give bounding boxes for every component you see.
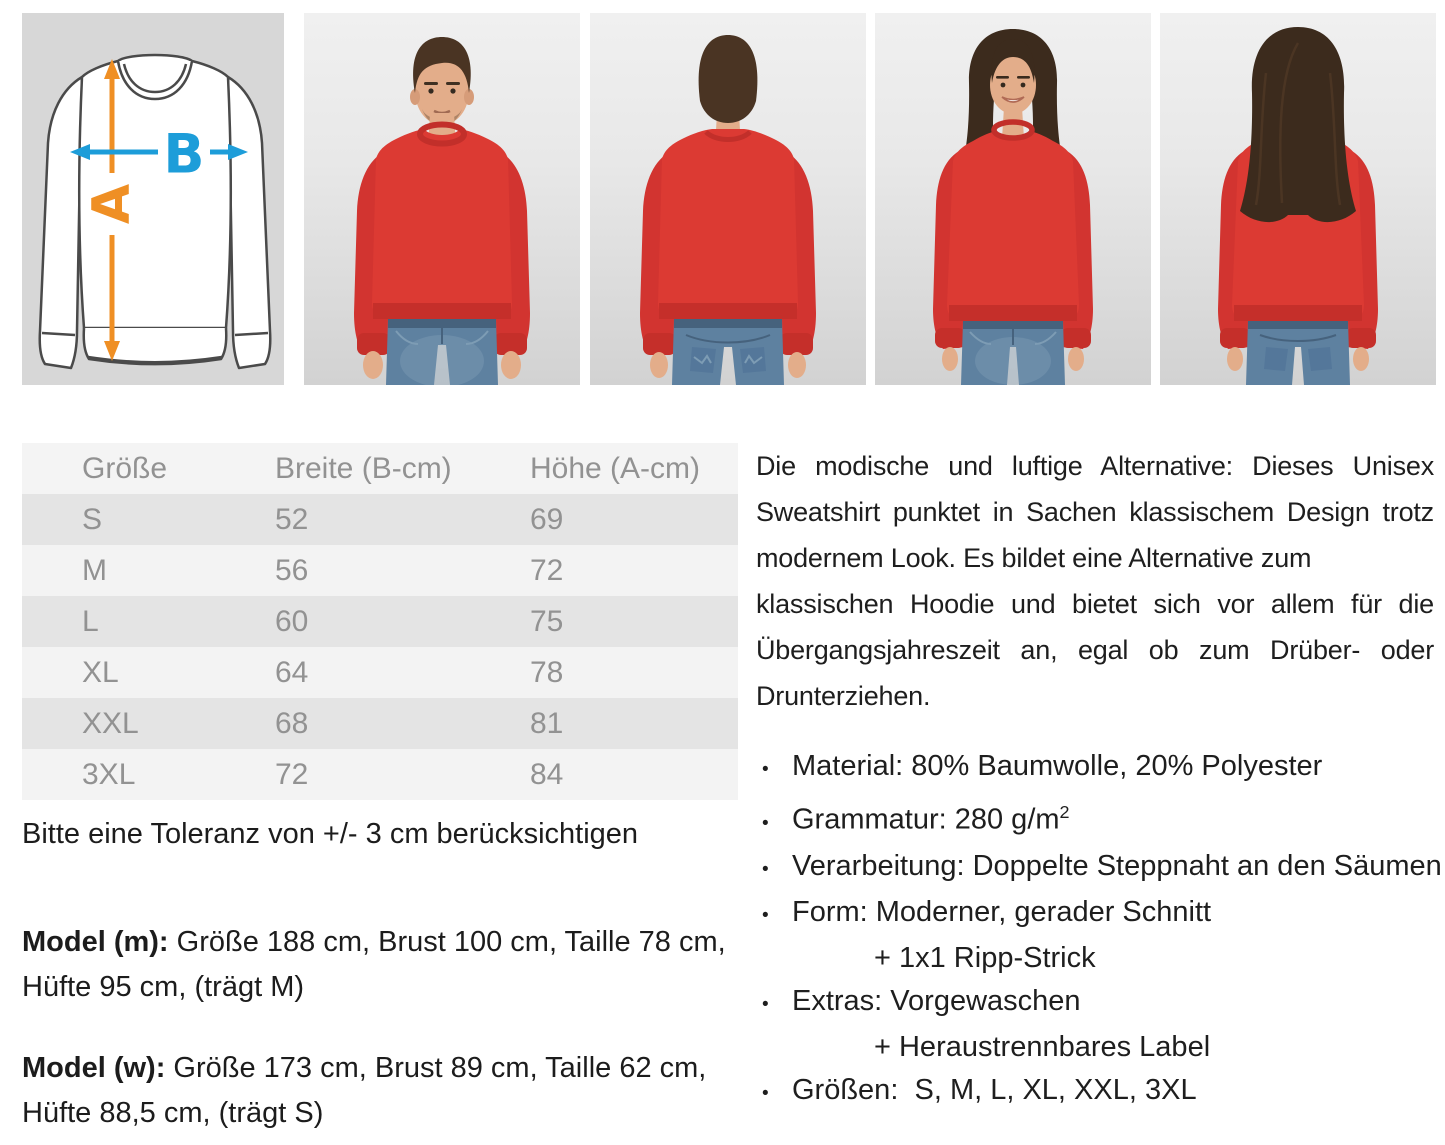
width-cell: 56: [275, 553, 309, 587]
size-row-xxl: XXL 68 81: [22, 698, 738, 749]
model-m-label: Model (m):: [22, 926, 169, 958]
product-photo-man-front: [304, 13, 580, 385]
spec-text: Form: Moderner, gerader Schnitt: [792, 895, 1212, 928]
bullet-icon: •: [762, 1082, 769, 1104]
width-cell: 64: [275, 655, 309, 689]
spec-item-verarbeitung: • Verarbeitung: Doppelte Steppnaht an de…: [756, 845, 1442, 891]
size-row-m: M 56 72: [22, 545, 738, 596]
spec-text: Größen: S, M, L, XL, XXL, 3XL: [792, 1073, 1197, 1106]
spec-item-grammatur: • Grammatur: 280 g/m2: [756, 791, 1434, 845]
spec-item-extras: • Extras: Vorgewaschen: [756, 980, 1434, 1026]
description-line: modernem Look. Es bildet eine Alternativ…: [756, 543, 1312, 573]
spec-item-form-extra: + 1x1 Ripp-Strick: [874, 941, 1096, 974]
tolerance-note: Bitte eine Toleranz von +/- 3 cm berücks…: [22, 818, 639, 850]
spec-text: Material: 80% Baumwolle, 20% Polyester: [792, 750, 1323, 782]
model-m-line2: Hüfte 95 cm, (trägt M): [22, 971, 305, 1003]
bullet-icon: •: [762, 993, 769, 1015]
spec-text: Extras: Vorgewaschen: [792, 984, 1081, 1017]
spec-text-main: Grammatur: 280 g/m: [792, 803, 1060, 836]
product-media-row: A B: [0, 0, 1445, 385]
spec-item-groessen: • Größen: S, M, L, XL, XXL, 3XL: [756, 1069, 1434, 1115]
bullet-icon: •: [762, 858, 769, 880]
superscript: 2: [1059, 802, 1070, 822]
bullet-icon: •: [762, 759, 769, 780]
model-w-label: Model (w):: [22, 1052, 166, 1084]
right-column: Die modische und luftige Alternative: Di…: [756, 443, 1442, 1136]
height-cell: 81: [530, 706, 564, 740]
description-line: Die modische und luftige Alternative: Di…: [756, 451, 1434, 481]
product-info-content: Größe Breite (B-cm) Höhe (A-cm) S 52 69 …: [0, 443, 1445, 1136]
size-cell: L: [82, 604, 99, 638]
spec-item-extras-extra: + Heraustrennbares Label: [874, 1030, 1211, 1063]
spec-item-material: • Material: 80% Baumwolle, 20% Polyester: [756, 745, 1434, 791]
arrow-b: [70, 144, 248, 160]
woman-front-illustration: [933, 29, 1093, 385]
size-row-l: L 60 75: [22, 596, 738, 647]
arrow-a-label: A: [82, 184, 142, 224]
col-header-width: Breite (B-cm): [275, 451, 452, 485]
height-cell: 69: [530, 502, 564, 536]
man-back-illustration: [640, 35, 816, 385]
description-line: Übergangsjahreszeit an, egal ob zum Drüb…: [756, 635, 1434, 665]
width-cell: 52: [275, 502, 309, 536]
size-row-3xl: 3XL 72 84: [22, 749, 738, 800]
spec-list: • Material: 80% Baumwolle, 20% Polyester…: [756, 745, 1442, 1115]
height-cell: 75: [530, 604, 564, 638]
arrow-b-label: B: [163, 123, 204, 186]
product-photo-woman-back: [1160, 13, 1436, 385]
size-diagram: A B: [22, 13, 284, 385]
size-cell: XL: [82, 655, 119, 689]
description-line: Sweatshirt punktet in Sachen klassischem…: [756, 497, 1434, 527]
size-row-s: S 52 69: [22, 494, 738, 545]
description-paragraph: Die modische und luftige Alternative: Di…: [756, 443, 1434, 719]
size-diagram-illustration: A B: [22, 13, 284, 385]
product-photo-woman-front: [875, 13, 1151, 385]
size-cell: XXL: [82, 706, 139, 740]
spec-text: Verarbeitung: Doppelte Steppnaht an den …: [792, 849, 1442, 882]
spec-text: Grammatur: 280 g/m2: [792, 791, 1070, 842]
left-column: Größe Breite (B-cm) Höhe (A-cm) S 52 69 …: [22, 443, 740, 1136]
product-photo-man-back: [590, 13, 866, 385]
bullet-icon: •: [762, 812, 769, 834]
size-cell: M: [82, 553, 107, 587]
bullet-icon: •: [762, 904, 769, 926]
col-header-size: Größe: [82, 451, 168, 485]
col-header-height: Höhe (A-cm): [530, 451, 701, 485]
man-front-illustration: [354, 37, 530, 385]
width-cell: 60: [275, 604, 309, 638]
model-m-note: Model (m): Größe 188 cm, Brust 100 cm, T…: [22, 920, 740, 1010]
size-table-header-row: Größe Breite (B-cm) Höhe (A-cm): [22, 443, 738, 494]
model-w-line2: Hüfte 88,5 cm, (trägt S): [22, 1097, 324, 1129]
arrow-a: [104, 59, 120, 361]
model-w-line1: Größe 173 cm, Brust 89 cm, Taille 62 cm,: [165, 1052, 707, 1084]
height-cell: 84: [530, 757, 564, 791]
width-cell: 72: [275, 757, 309, 791]
size-row-xl: XL 64 78: [22, 647, 738, 698]
height-cell: 72: [530, 553, 564, 587]
description-line: klassischen Hoodie und bietet sich vor a…: [756, 589, 1434, 619]
model-m-line1: Größe 188 cm, Brust 100 cm, Taille 78 cm…: [168, 926, 726, 958]
description-line: Drunterziehen.: [756, 681, 931, 711]
size-cell: S: [82, 502, 103, 536]
woman-back-illustration: [1218, 27, 1378, 385]
width-cell: 68: [275, 706, 309, 740]
height-cell: 78: [530, 655, 564, 689]
size-table: Größe Breite (B-cm) Höhe (A-cm) S 52 69 …: [22, 443, 738, 800]
size-cell: 3XL: [82, 757, 136, 791]
model-w-note: Model (w): Größe 173 cm, Brust 89 cm, Ta…: [22, 1046, 740, 1136]
spec-item-form: • Form: Moderner, gerader Schnitt: [756, 891, 1434, 937]
